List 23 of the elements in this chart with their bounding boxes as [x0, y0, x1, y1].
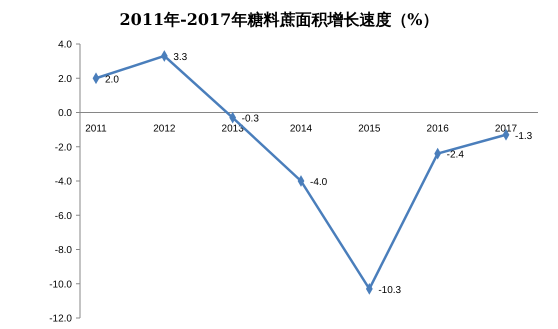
y-tick-label: 4.0 [58, 40, 72, 50]
x-tick-label: 2015 [358, 124, 381, 134]
data-label: -4.0 [310, 177, 328, 188]
y-tick-label: -10.0 [49, 279, 72, 290]
data-label: -0.3 [242, 114, 260, 125]
chart-title: 2011年-2017年糖料蔗面积增长速度（%） [120, 10, 438, 29]
data-label: -2.4 [446, 150, 464, 161]
y-tick-label: 0.0 [58, 108, 72, 119]
x-tick-label: 2014 [290, 124, 313, 134]
data-label: -1.3 [515, 130, 533, 142]
x-tick-label: 2016 [426, 124, 450, 134]
y-tick-label: -8.0 [54, 245, 72, 256]
y-tick-label: -6.0 [54, 210, 72, 222]
x-tick-label: 2012 [153, 124, 176, 134]
y-tick-label: -2.0 [54, 142, 72, 154]
x-tick-label: 2017 [494, 124, 518, 134]
y-tick-label: -4.0 [54, 176, 72, 188]
data-label: -10.3 [378, 284, 402, 296]
x-tick-label: 2011 [85, 124, 108, 134]
y-tick-label: -12.0 [49, 314, 72, 324]
y-tick-label: 2.0 [58, 74, 72, 85]
data-label: 2.0 [105, 74, 120, 86]
data-label: 3.3 [173, 52, 188, 63]
